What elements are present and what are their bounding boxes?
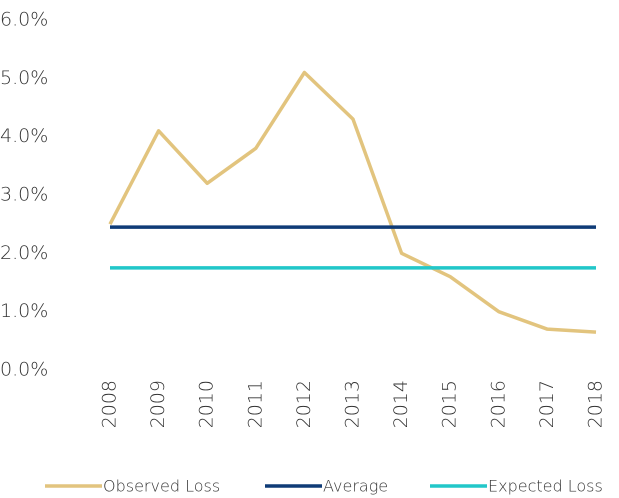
y-tick-label: 1.0% — [0, 300, 48, 322]
y-tick-label: 6.0% — [0, 9, 48, 31]
legend-label: Average — [323, 477, 388, 496]
y-tick-label: 4.0% — [0, 125, 48, 147]
y-tick-label: 5.0% — [0, 67, 48, 89]
x-tick-label: 2009 — [147, 380, 169, 428]
y-tick-label: 2.0% — [0, 242, 48, 264]
series-line — [108, 70, 597, 334]
y-tick-label: 0.0% — [0, 359, 48, 381]
x-tick-label: 2015 — [439, 380, 461, 428]
x-tick-label: 2010 — [196, 380, 218, 428]
x-tick-label: 2018 — [585, 380, 607, 428]
x-tick-label: 2012 — [293, 380, 315, 428]
legend-label: Observed Loss — [103, 477, 220, 496]
x-tick-label: 2011 — [244, 380, 266, 428]
x-tick-label: 2008 — [99, 380, 121, 428]
x-tick-label: 2013 — [342, 380, 364, 428]
x-tick-label: 2016 — [487, 380, 509, 428]
legend-label: Expected Loss — [488, 477, 603, 496]
x-tick-label: 2014 — [390, 380, 412, 428]
y-tick-label: 3.0% — [0, 184, 48, 206]
x-tick-label: 2017 — [536, 380, 558, 428]
